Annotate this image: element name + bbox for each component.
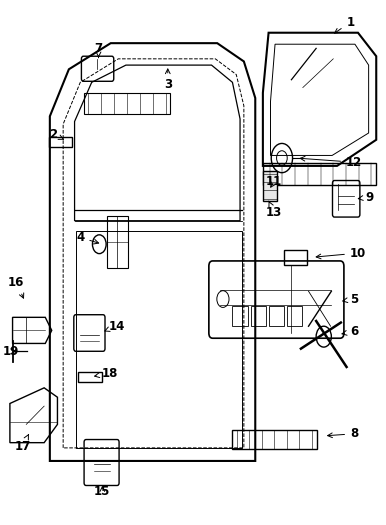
Text: 8: 8 xyxy=(328,427,358,440)
Text: 5: 5 xyxy=(343,292,358,306)
Text: 9: 9 xyxy=(358,191,374,204)
Text: 13: 13 xyxy=(266,201,283,219)
Text: 4: 4 xyxy=(76,231,99,244)
Bar xyxy=(78,372,102,382)
Text: 10: 10 xyxy=(316,247,366,259)
Bar xyxy=(232,429,317,449)
Text: 15: 15 xyxy=(94,485,110,498)
Text: 7: 7 xyxy=(95,42,103,58)
Bar xyxy=(287,307,303,326)
Text: 2: 2 xyxy=(49,128,63,141)
Bar xyxy=(107,215,128,268)
Text: 17: 17 xyxy=(14,434,30,453)
Bar xyxy=(269,307,284,326)
Text: 16: 16 xyxy=(8,276,25,298)
Text: 14: 14 xyxy=(105,320,125,333)
Text: 1: 1 xyxy=(335,16,354,33)
Bar xyxy=(284,250,307,265)
Text: 12: 12 xyxy=(300,156,362,169)
Bar xyxy=(232,307,248,326)
Text: 18: 18 xyxy=(95,366,118,380)
Bar xyxy=(49,137,72,146)
Bar xyxy=(263,163,376,185)
Bar xyxy=(263,171,277,201)
Bar xyxy=(251,307,266,326)
Bar xyxy=(84,93,170,114)
Text: 11: 11 xyxy=(266,175,283,188)
Text: 19: 19 xyxy=(3,345,19,358)
Text: 6: 6 xyxy=(342,325,358,338)
Text: 3: 3 xyxy=(164,69,172,91)
